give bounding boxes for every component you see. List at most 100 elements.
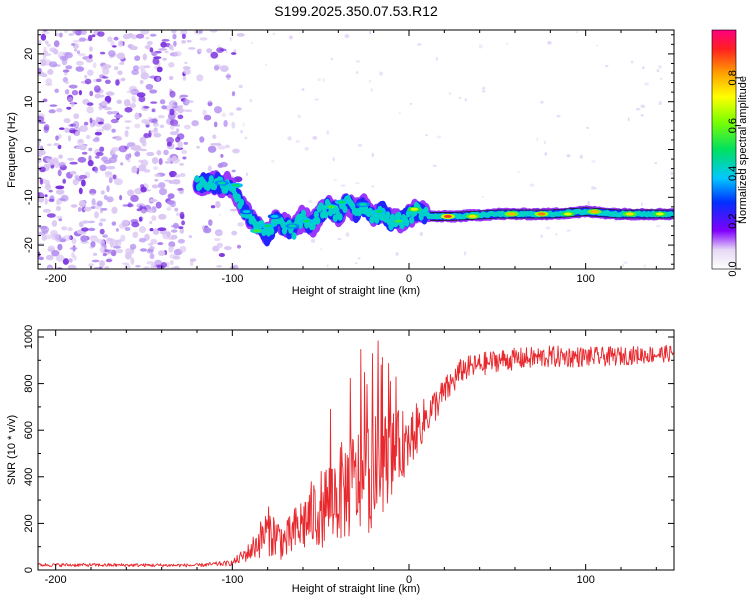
noise-speckle [178,226,184,230]
noise-speckle [179,173,186,177]
noise-speckle [153,56,162,59]
noise-speckle [138,237,147,243]
y-tick-label: 20 [23,48,35,60]
snr-frame [37,329,675,571]
noise-speckle [96,200,103,207]
noise-speckle [59,127,65,130]
noise-speckle [111,221,117,226]
ridge-hotspot-core [253,229,262,233]
noise-speckle [98,222,103,227]
noise-speckle [154,178,159,182]
noise-speckle [43,234,53,240]
noise-speckle [90,206,96,209]
noise-speckle [130,257,135,265]
noise-speckle [177,114,184,120]
ridge-segment [409,216,415,224]
noise-speckle [156,76,161,82]
noise-speckle [125,153,130,161]
noise-speckle [180,30,188,36]
noise-speckle [151,184,159,189]
noise-speckle [64,80,70,85]
noise-speckle [233,49,237,53]
noise-speckle [630,60,634,64]
noise-speckle [164,160,171,164]
noise-speckle [87,227,96,232]
noise-speckle [110,118,119,124]
noise-speckle [151,215,157,222]
noise-speckle [150,33,157,37]
noise-speckle [147,242,154,246]
noise-speckle [177,141,183,149]
noise-speckle [217,145,226,150]
noise-speckle [89,90,94,97]
noise-speckle [93,85,101,93]
noise-speckle [99,164,107,172]
noise-speckle [38,67,42,73]
noise-speckle [295,140,300,143]
noise-speckle [191,120,199,127]
noise-speckle [72,178,79,186]
noise-speckle [210,30,218,33]
ridge-hotspot-core [359,203,368,206]
noise-speckle [591,186,596,190]
noise-speckle [149,129,159,134]
noise-speckle [96,94,105,98]
noise-speckle [159,124,165,129]
ridge-outline [430,207,674,213]
noise-speckle [67,97,73,102]
noise-speckle [105,259,113,263]
noise-speckle [232,148,240,154]
noise-speckle [196,145,200,149]
noise-speckle [656,69,660,73]
noise-speckle [640,104,646,109]
noise-speckle [206,48,213,54]
noise-speckle [48,68,53,75]
noise-speckle [86,106,94,114]
noise-speckle [91,198,96,206]
noise-speckle [134,55,141,61]
noise-speckle [88,147,93,152]
y-tick-label: 600 [23,421,35,439]
noise-speckle [264,63,267,66]
ridge-hotspot-core [507,212,516,216]
noise-speckle [117,40,124,47]
colorbar-frame [711,29,737,270]
noise-speckle [642,66,645,70]
snr-y-axis: 0 200 400 600 800 1000 [23,325,674,573]
noise-speckle [47,266,53,269]
noise-speckle [170,224,180,228]
noise-speckle [188,235,193,239]
noise-speckle [120,77,126,82]
noise-speckle [117,70,123,76]
noise-speckle [158,213,167,220]
noise-speckle [167,237,177,240]
noise-speckle [56,200,60,206]
noise-speckle [139,65,146,71]
noise-speckle [59,32,63,38]
noise-speckle [544,152,548,156]
noise-speckle [171,179,181,185]
noise-speckle [151,51,157,57]
noise-speckle [435,56,439,61]
spectrogram-ylabel: Frequency (Hz) [6,112,18,188]
noise-speckle [345,232,350,237]
noise-speckle [120,162,124,166]
noise-speckle [116,99,122,105]
noise-speckle [131,95,136,101]
noise-speckle [593,187,598,190]
noise-speckle [62,178,66,184]
noise-speckle [106,249,115,254]
noise-speckle [130,194,139,202]
noise-speckle [64,30,68,34]
noise-speckle [213,65,220,71]
noise-speckle [40,33,47,41]
noise-speckle [43,124,50,131]
noise-speckle [223,246,232,251]
noise-speckle [139,136,146,144]
noise-speckle [419,231,423,237]
noise-speckle [172,255,181,260]
noise-speckle [198,30,203,34]
noise-speckle [379,71,383,76]
noise-speckle [122,204,129,207]
noise-speckle [53,49,59,55]
